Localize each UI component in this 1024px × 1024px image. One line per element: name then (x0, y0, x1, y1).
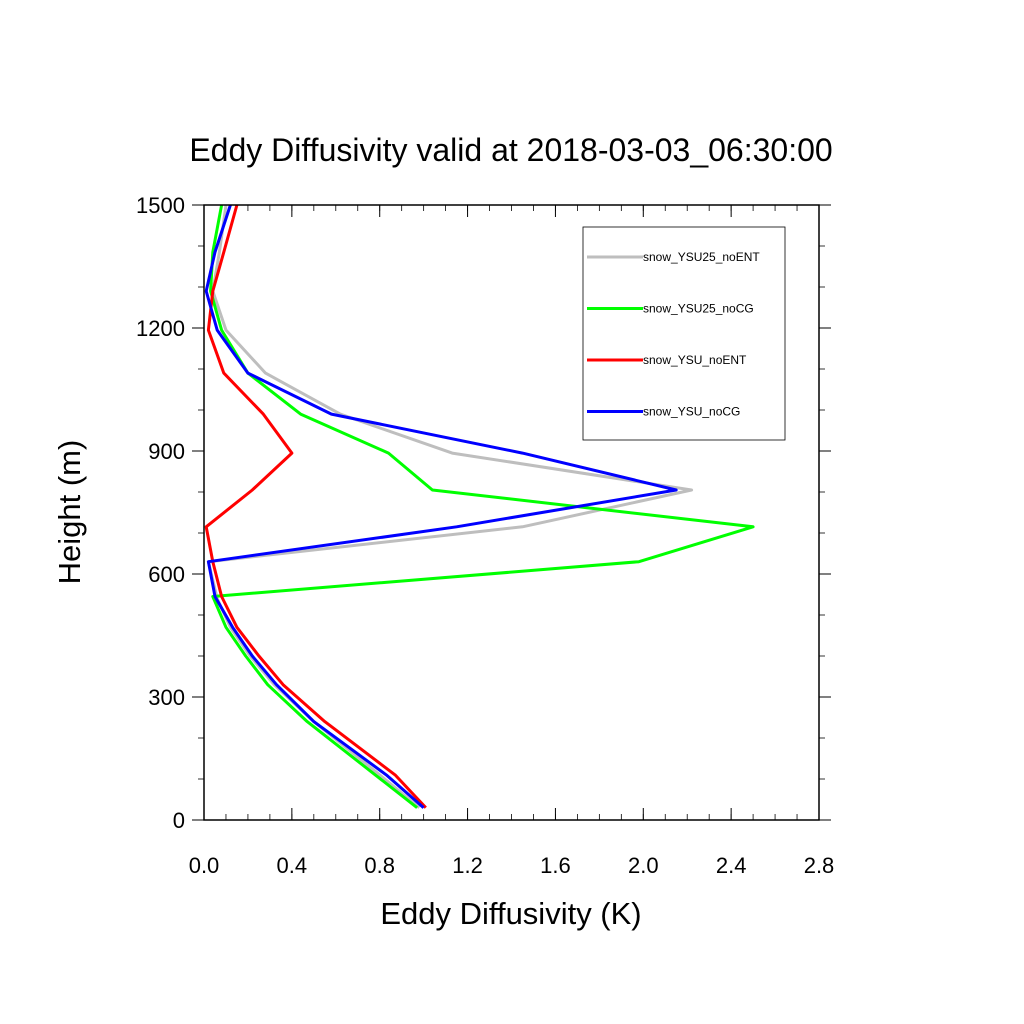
chart-title: Eddy Diffusivity valid at 2018-03-03_06:… (189, 132, 832, 168)
x-tick-label: 0.0 (189, 853, 220, 878)
legend-label-snow_YSU25_noENT: snow_YSU25_noENT (643, 250, 760, 264)
y-tick-label: 900 (148, 439, 185, 464)
legend-box (582, 226, 786, 441)
y-tick-label: 600 (148, 562, 185, 587)
plot-frame (203, 204, 820, 821)
series-line-snow_YSU_noCG (204, 204, 678, 809)
plot-lines (204, 204, 755, 809)
legend: snow_YSU25_noENT snow_YSU25_noCG snow_YSU_… (582, 226, 786, 441)
y-tick-label: 1200 (136, 316, 185, 341)
x-tick-label: 0.8 (364, 853, 395, 878)
x-tick-label: 2.4 (716, 853, 747, 878)
series-line-snow_YSU25_noCG (209, 204, 755, 809)
y-tick-label: 300 (148, 685, 185, 710)
legend-label-snow_YSU_noCG: snow_YSU_noCG (643, 405, 740, 419)
y-tick-label: 1500 (136, 193, 185, 218)
x-tick-label: 2.0 (628, 853, 659, 878)
x-tick-label: 2.8 (804, 853, 835, 878)
legend-label-snow_YSU25_noCG: snow_YSU25_noCG (643, 302, 754, 316)
y-tick-label: 0 (173, 808, 185, 833)
legend-label-snow_YSU_noENT: snow_YSU_noENT (643, 353, 747, 367)
y-axis-label: Height (m) (52, 440, 87, 585)
axis-tick-labels: 0.0 0.4 0.8 1.2 1.6 2.0 2.4 2.8 0 300 600 900 1200 15… (136, 193, 834, 878)
x-tick-label: 0.4 (277, 853, 308, 878)
x-axis-label: Eddy Diffusivity (K) (380, 896, 641, 931)
x-tick-label: 1.2 (452, 853, 483, 878)
x-tick-label: 1.6 (540, 853, 571, 878)
series-line-snow_YSU_noENT (204, 204, 427, 809)
